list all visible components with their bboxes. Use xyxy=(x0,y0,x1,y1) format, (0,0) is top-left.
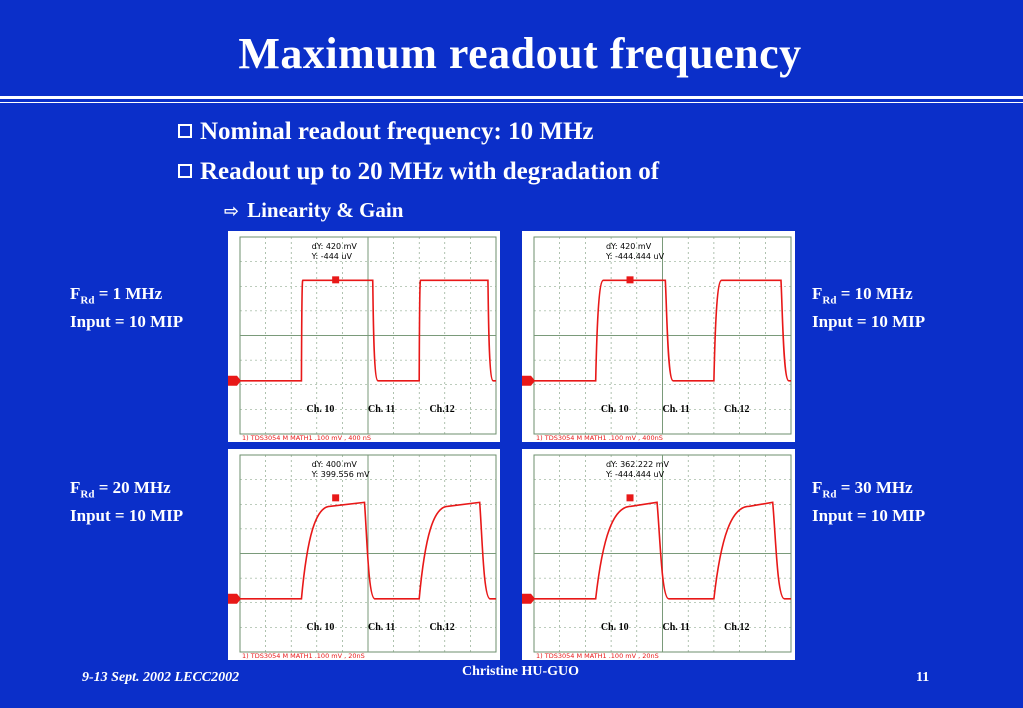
channel-label: Ch.12 xyxy=(724,622,749,633)
footer-date-conference: 9-13 Sept. 2002 LECC2002 xyxy=(82,670,240,685)
oscilloscope-screenshot-20mhz: dY: 400 mV Y: 399.556 mV Ch. 10 Ch. 11 Ch.12… xyxy=(228,449,500,660)
sub-bullet-text: Linearity & Gain xyxy=(247,198,404,222)
page-number: 11 xyxy=(916,670,930,685)
bullet-1: Nominal readout frequency: 10 MHz xyxy=(178,118,593,146)
scope-status-bar: 1) TDS3054 M MATH1 .100 mV , 20nS xyxy=(242,652,365,660)
channel-marker-icon xyxy=(228,593,241,604)
channel-label: Ch.12 xyxy=(429,622,454,633)
channel-label: Ch. 11 xyxy=(663,622,690,633)
scope-trace xyxy=(240,279,496,382)
cursor-y-readout: Y: -444 uV xyxy=(311,252,353,261)
footer-author: Christine HU-GUO xyxy=(462,664,580,679)
scope-svg: dY: 400 mVY: 399.556 mV Ch. 10 Ch. 11 Ch.12… xyxy=(228,454,497,660)
oscilloscope-screenshot-30mhz: dY: 362.222 mV Y: -444.444 uV Ch. 10 Ch. 11… xyxy=(522,449,795,660)
oscilloscope-screenshot-1mhz: dY: 420 mV Y: -444 uV Ch. 10 Ch. 11 Ch.12 1) … xyxy=(228,231,500,442)
panel-label-4: FRd = 30 MHz Input = 10 MIP xyxy=(812,478,926,526)
channel-marker-icon xyxy=(522,593,535,604)
cursor-dy-readout: dY: 400 mV xyxy=(312,460,358,469)
cursor-dy-readout: dY: 420 mV xyxy=(312,242,358,251)
scope-trace xyxy=(534,279,791,382)
channel-label: Ch. 10 xyxy=(307,622,335,633)
scope-svg: dY: 362.222 mVY: -444.444 uV Ch. 10 Ch. 11… xyxy=(522,454,792,660)
checkbox-bullet-icon xyxy=(178,124,192,138)
trigger-marker-icon xyxy=(332,494,340,502)
channel-label: Ch. 10 xyxy=(601,622,629,633)
bullet-2: Readout up to 20 MHz with degradation of xyxy=(178,158,659,186)
scope-svg: dY: 420 mVY: -444 uV Ch. 10 Ch. 11 Ch.12 1) … xyxy=(228,236,497,442)
scope-status-bar: 1) TDS3054 M MATH1 .100 mV , 400nS xyxy=(536,434,663,442)
panel-label-3: FRd = 20 MHz Input = 10 MIP xyxy=(70,478,184,526)
trigger-marker-icon xyxy=(626,494,634,502)
oscilloscope-screenshot-10mhz: dY: 420 mV Y: -444.444 uV Ch. 10 Ch. 11 Ch.1… xyxy=(522,231,795,442)
channel-label: Ch.12 xyxy=(724,404,749,415)
channel-label: Ch.12 xyxy=(429,404,454,415)
cursor-y-readout: Y: -444.444 uV xyxy=(605,470,665,479)
title-divider xyxy=(0,96,1023,99)
channel-marker-icon xyxy=(522,375,535,386)
scope-trace xyxy=(534,501,791,600)
scope-status-bar: 1) TDS3054 M MATH1 .100 mV , 400 nS xyxy=(242,434,371,442)
cursor-dy-readout: dY: 362.222 mV xyxy=(606,460,670,469)
channel-label: Ch. 11 xyxy=(368,622,395,633)
scope-status-bar: 1) TDS3054 M MATH1 .100 mV , 20nS xyxy=(536,652,659,660)
channel-label: Ch. 11 xyxy=(663,404,690,415)
bullet-text: Nominal readout frequency: 10 MHz xyxy=(200,118,594,145)
panel-label-1: FRd = 1 MHz Input = 10 MIP xyxy=(70,284,184,332)
slide-title: Maximum readout frequency xyxy=(238,29,802,78)
scope-svg: dY: 420 mVY: -444.444 uV Ch. 10 Ch. 11 Ch.1… xyxy=(522,236,792,442)
sub-bullet: ⇨ Linearity & Gain xyxy=(224,198,403,223)
cursor-y-readout: Y: -444.444 uV xyxy=(605,252,665,261)
cursor-y-readout: Y: 399.556 mV xyxy=(311,470,370,479)
hollow-arrow-icon: ⇨ xyxy=(224,201,240,222)
trigger-marker-icon xyxy=(626,276,634,284)
channel-label: Ch. 11 xyxy=(368,404,395,415)
cursor-dy-readout: dY: 420 mV xyxy=(606,242,652,251)
panel-label-2: FRd = 10 MHz Input = 10 MIP xyxy=(812,284,926,332)
channel-marker-icon xyxy=(228,375,241,386)
scope-trace xyxy=(240,501,496,600)
trigger-marker-icon xyxy=(332,276,340,284)
channel-label: Ch. 10 xyxy=(307,404,335,415)
checkbox-bullet-icon xyxy=(178,164,192,178)
bullet-text: Readout up to 20 MHz with degradation of xyxy=(200,158,660,185)
title-divider-thin xyxy=(0,102,1023,103)
channel-label: Ch. 10 xyxy=(601,404,629,415)
